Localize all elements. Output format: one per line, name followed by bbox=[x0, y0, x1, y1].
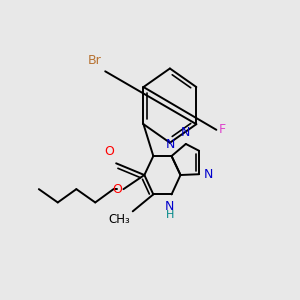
Text: N: N bbox=[165, 200, 175, 213]
Text: N: N bbox=[181, 126, 190, 139]
Text: F: F bbox=[219, 123, 226, 136]
Text: N: N bbox=[203, 168, 213, 181]
Text: H: H bbox=[166, 210, 174, 220]
Text: Br: Br bbox=[88, 54, 101, 67]
Text: O: O bbox=[112, 183, 122, 196]
Text: CH₃: CH₃ bbox=[108, 213, 130, 226]
Text: N: N bbox=[166, 138, 176, 151]
Text: O: O bbox=[105, 146, 115, 158]
